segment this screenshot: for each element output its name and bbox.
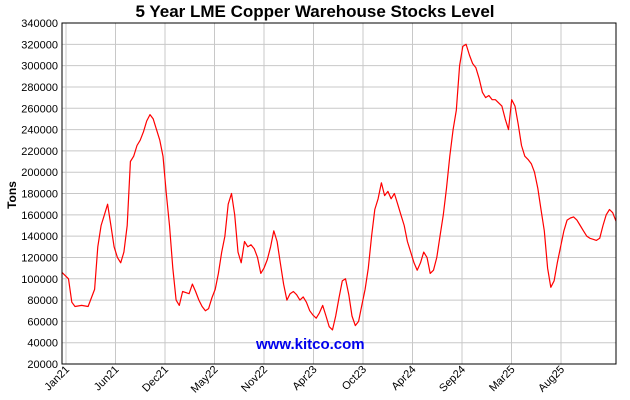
y-tick-label: 280000 bbox=[21, 82, 58, 94]
y-tick-label: 160000 bbox=[21, 210, 58, 222]
y-tick-label: 220000 bbox=[21, 146, 58, 158]
y-tick-label: 20000 bbox=[27, 359, 58, 371]
y-tick-label: 320000 bbox=[21, 39, 58, 51]
y-tick-label: 40000 bbox=[27, 338, 58, 350]
y-tick-label: 140000 bbox=[21, 231, 58, 243]
y-tick-label: 100000 bbox=[21, 274, 58, 286]
x-tick-label: Aug25 bbox=[536, 364, 567, 395]
grid-lines bbox=[62, 22, 616, 365]
x-tick-label: Apr24 bbox=[389, 364, 418, 393]
x-tick-label: Apr23 bbox=[290, 364, 319, 393]
y-tick-label: 120000 bbox=[21, 252, 58, 264]
series-line-copper-stocks bbox=[61, 43, 617, 331]
y-tick-label: 80000 bbox=[27, 295, 58, 307]
x-tick-label: Oct23 bbox=[340, 364, 369, 393]
x-tick-label: Mar25 bbox=[487, 364, 518, 395]
y-tick-label: 200000 bbox=[21, 167, 58, 179]
x-axis-ticks: Jan21 Jun21 Dec21 May22 Nov22 Apr23 Oct23 Apr24… bbox=[42, 364, 567, 396]
x-tick-label: Dec21 bbox=[140, 364, 171, 395]
x-tick-label: May22 bbox=[189, 364, 221, 396]
x-tick-label: Nov22 bbox=[239, 364, 270, 395]
y-axis-ticks: 20000 40000 60000 80000 100000 120000 140000 16… bbox=[21, 18, 58, 371]
chart-title: 5 Year LME Copper Warehouse Stocks Level bbox=[135, 2, 495, 21]
y-tick-label: 180000 bbox=[21, 189, 58, 201]
plot-area-border bbox=[61, 22, 617, 365]
y-tick-label: 60000 bbox=[27, 316, 58, 328]
x-tick-label: Jun21 bbox=[92, 364, 122, 394]
y-tick-label: 260000 bbox=[21, 103, 58, 115]
y-tick-label: 300000 bbox=[21, 61, 58, 73]
series-layer bbox=[61, 43, 617, 331]
y-tick-label: 340000 bbox=[21, 18, 58, 30]
y-axis-label: Tons bbox=[5, 181, 19, 209]
watermark-link[interactable]: www.kitco.com bbox=[256, 336, 365, 353]
x-tick-label: Sep24 bbox=[437, 364, 468, 395]
y-tick-label: 240000 bbox=[21, 125, 58, 137]
